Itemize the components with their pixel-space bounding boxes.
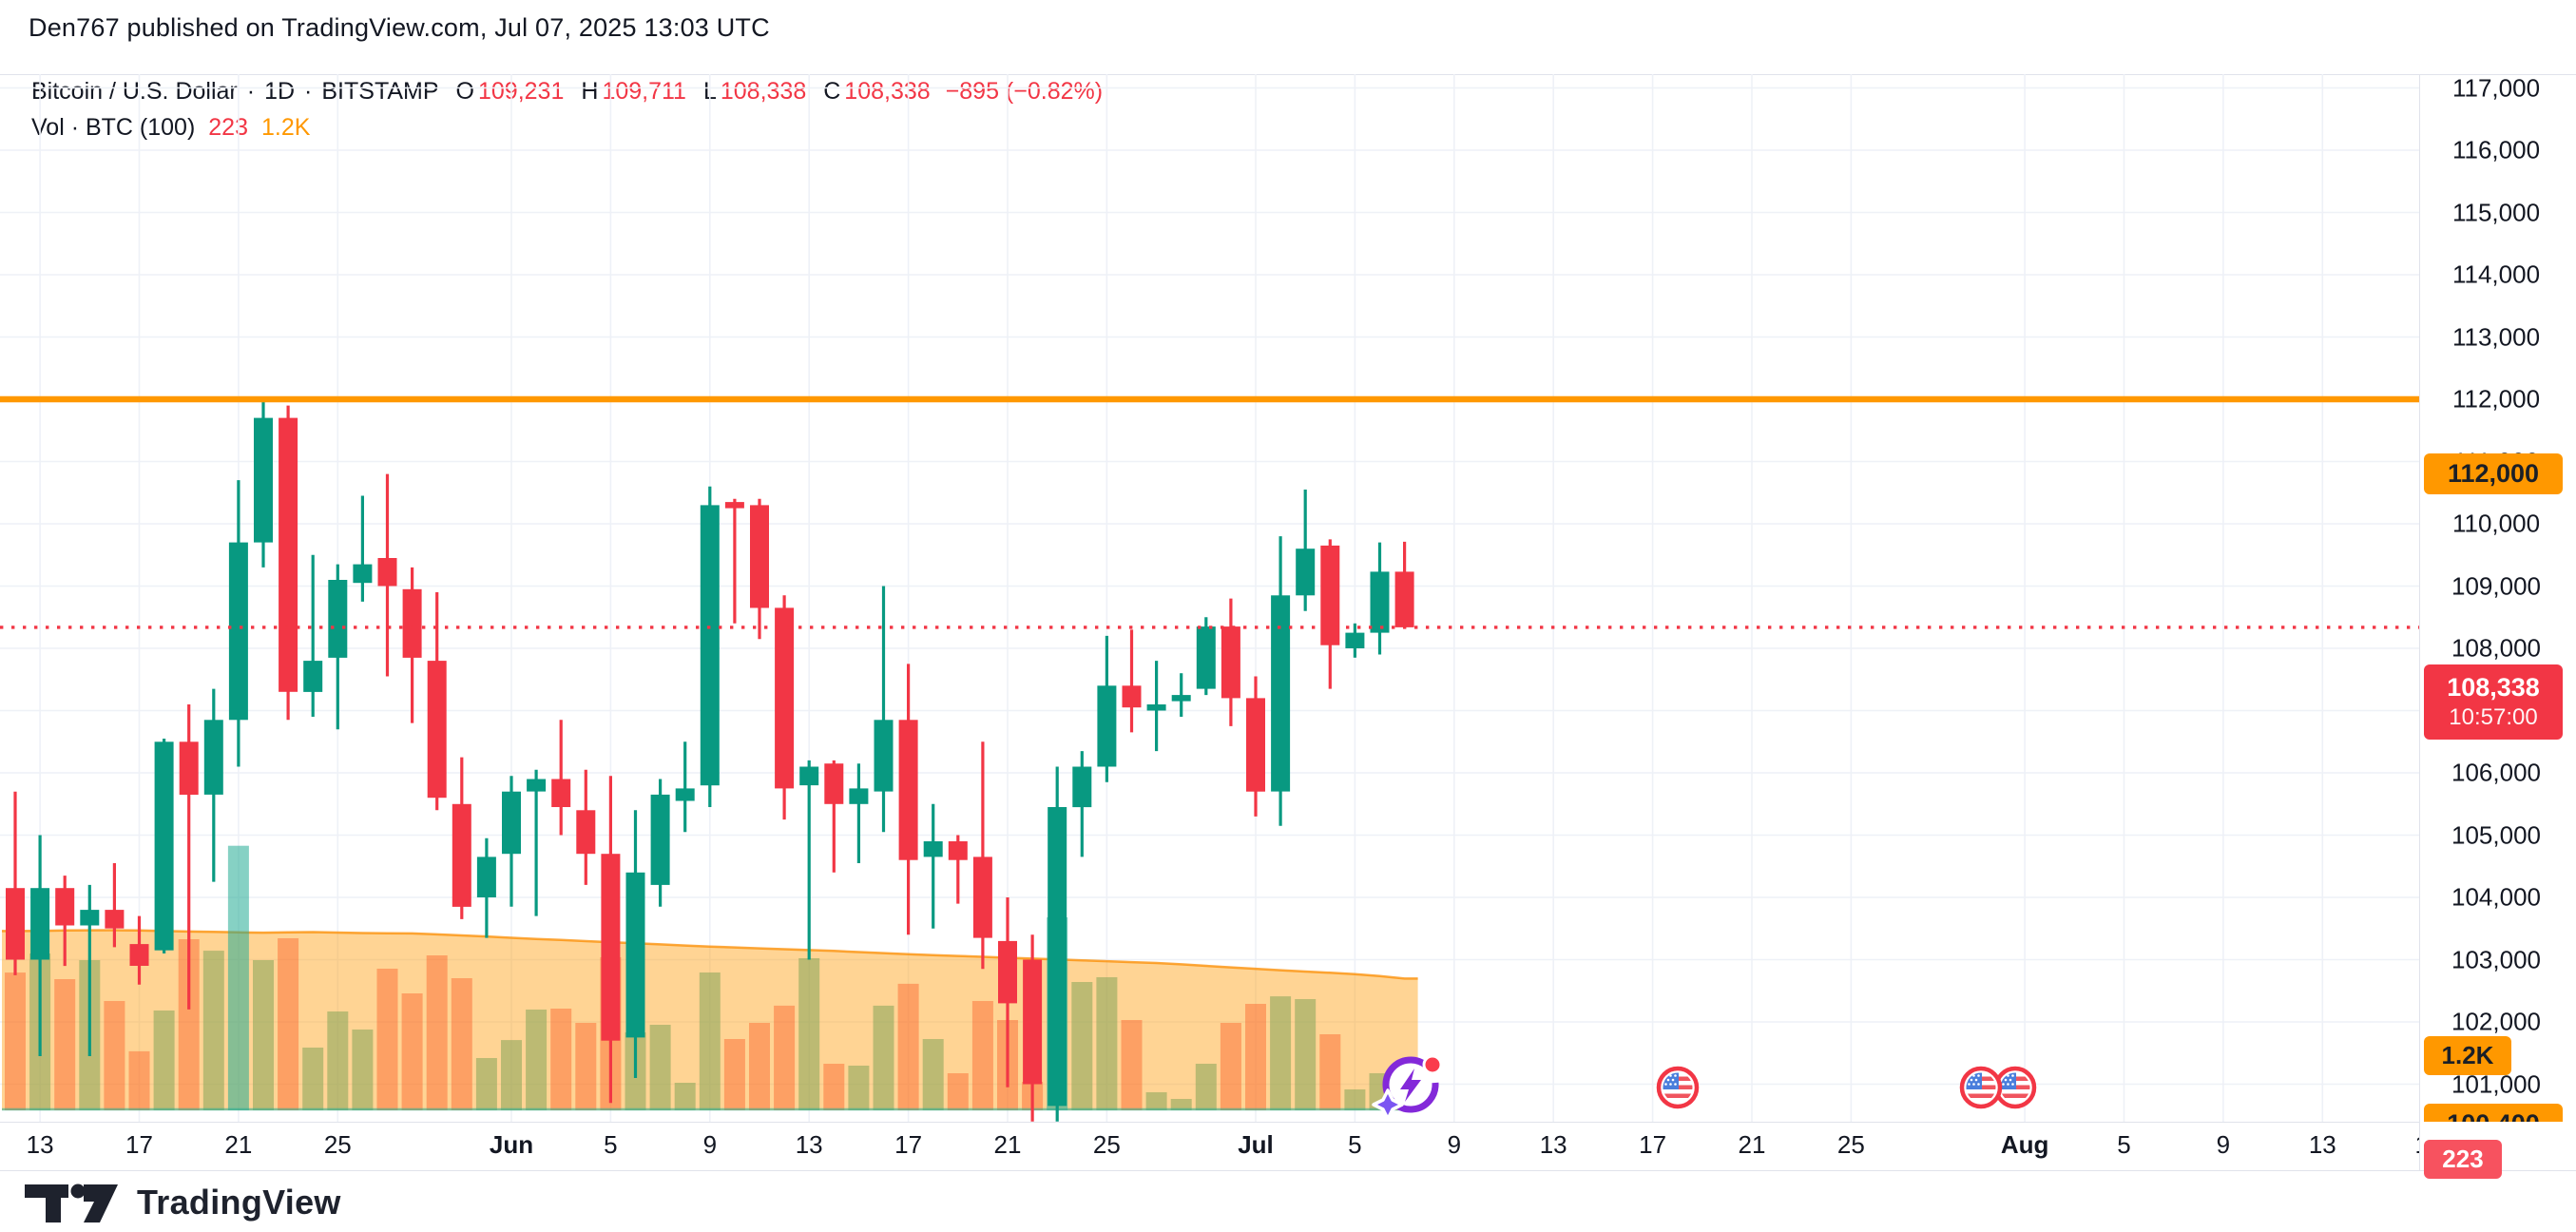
- time-axis-label: 5: [1348, 1130, 1362, 1159]
- time-axis-label: 17: [894, 1130, 923, 1159]
- price-axis-label: 104,000: [2451, 882, 2541, 912]
- time-axis-label: 1: [2414, 1130, 2419, 1160]
- chart-bottom-border: [0, 1170, 2576, 1171]
- sparkle-icon: [1372, 1088, 1404, 1121]
- time-axis-label: 5: [604, 1130, 618, 1159]
- volume-ma-value: 1.2K: [261, 114, 311, 141]
- time-axis-label: 21: [224, 1130, 253, 1159]
- interval-label[interactable]: 1D: [264, 78, 296, 105]
- tradingview-logo-icon: [25, 1184, 118, 1222]
- last-price-value: 108,338: [2447, 672, 2540, 702]
- chart-top-border: [0, 74, 2576, 75]
- time-axis-month-label: Aug: [2000, 1130, 2049, 1159]
- price-axis-scale[interactable]: 117,000 116,000 115,000 114,000 113,000 112,0…: [2420, 73, 2576, 1179]
- price-axis-label: 114,000: [2451, 260, 2541, 289]
- time-axis-label: 9: [1447, 1130, 1462, 1159]
- time-axis-label: 21: [1738, 1130, 1766, 1159]
- price-axis-separator: [2419, 74, 2420, 1170]
- price-axis-label: 110,000: [2451, 509, 2541, 538]
- time-axis-label: 5: [2117, 1130, 2131, 1159]
- clipped-badge-wrap: 100,400: [2424, 1104, 2566, 1122]
- price-axis-label: 112,000: [2451, 384, 2541, 414]
- time-axis-label: 13: [1539, 1130, 1567, 1159]
- notification-dot: [1422, 1054, 1443, 1075]
- volume-legend[interactable]: Vol · BTC (100) 223 1.2K: [31, 114, 310, 142]
- time-axis-label: 25: [1092, 1130, 1121, 1159]
- time-axis-label: 25: [1836, 1130, 1865, 1159]
- legend-separator: ·: [246, 78, 256, 105]
- time-axis-label: 17: [1639, 1130, 1667, 1159]
- price-chart-pane[interactable]: [0, 74, 2419, 1122]
- legend-separator: ·: [304, 78, 313, 105]
- publish-header: Den767 published on TradingView.com, Jul…: [29, 13, 770, 42]
- us-flag-event-icon[interactable]: [1656, 1066, 1700, 1109]
- price-axis-label: 113,000: [2451, 322, 2541, 351]
- tradingview-logo[interactable]: TradingView: [25, 1179, 341, 1226]
- price-axis-label: 109,000: [2451, 571, 2541, 600]
- us-flag-event-icon[interactable]: [1993, 1066, 2037, 1109]
- time-axis-label: 17: [125, 1130, 153, 1159]
- time-axis-label: 13: [26, 1130, 54, 1159]
- ohlc-close: C 108,338: [823, 78, 931, 105]
- clipped-price-badge: 100,400: [2424, 1104, 2563, 1122]
- chart-canvas[interactable]: [0, 74, 2419, 1122]
- time-axis-label: 9: [702, 1130, 718, 1159]
- tradingview-logo-text: TradingView: [137, 1183, 341, 1222]
- time-axis-month-label: Jul: [1238, 1130, 1274, 1159]
- ohlc-open: O 109,231: [455, 78, 565, 105]
- time-axis-label: 13: [795, 1130, 823, 1159]
- change-label: −895 (−0.82%): [945, 78, 1104, 105]
- volume-value: 223: [208, 114, 248, 141]
- time-axis-label: 9: [2216, 1130, 2231, 1159]
- ohlc-high: H 109,711: [581, 78, 686, 105]
- time-axis-label: 25: [323, 1130, 352, 1159]
- exchange-label[interactable]: BITSTAMP: [321, 78, 439, 105]
- price-axis-label: 106,000: [2451, 758, 2541, 787]
- time-axis-month-label: Jun: [489, 1130, 534, 1159]
- volume-study-title[interactable]: Vol · BTC (100): [31, 114, 196, 141]
- symbol-name[interactable]: Bitcoin / U.S. Dollar: [31, 78, 238, 105]
- price-axis-label: 115,000: [2451, 198, 2541, 226]
- price-axis-label: 108,000: [2451, 633, 2541, 663]
- price-axis-label: 105,000: [2451, 820, 2541, 849]
- time-axis-label: 21: [993, 1130, 1022, 1159]
- price-axis-label: 117,000: [2451, 73, 2541, 102]
- time-axis-separator: [0, 1122, 2419, 1123]
- price-axis-label: 102,000: [2451, 1007, 2541, 1036]
- bar-countdown: 10:57:00: [2449, 704, 2538, 731]
- time-axis-scale[interactable]: 13 17 21 25 Jun 5 9 13 17 21 25 Jul 5 9 13 17 21 25 Aug 5 9 1…: [0, 1123, 2419, 1170]
- price-axis-label: 103,000: [2451, 945, 2541, 973]
- us-flag-event-icon[interactable]: [1959, 1066, 2003, 1109]
- hline-price-badge: 112,000: [2424, 453, 2563, 494]
- lightning-icon: [1400, 1068, 1421, 1102]
- volume-ma-badge: 1.2K: [2424, 1036, 2511, 1075]
- time-axis-label: 13: [2308, 1130, 2336, 1159]
- price-axis-label: 116,000: [2451, 135, 2541, 164]
- volume-badge: 223: [2424, 1140, 2502, 1179]
- signal-sparkle-icon[interactable]: [1368, 1049, 1444, 1129]
- last-price-badge: 108,338 10:57:00: [2424, 664, 2563, 740]
